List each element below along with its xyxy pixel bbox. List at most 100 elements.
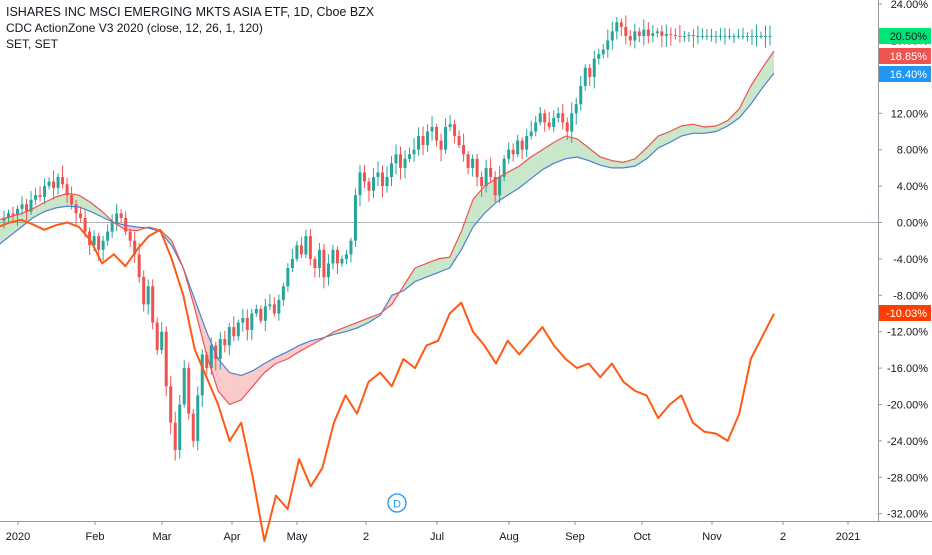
cloud-segment-bull xyxy=(565,136,578,159)
candle-down xyxy=(272,304,276,314)
candle-up xyxy=(583,67,587,86)
candle-down xyxy=(308,236,312,259)
cloud-segment-bull xyxy=(750,67,763,105)
cloud-segment-bull xyxy=(519,156,531,188)
candle-up xyxy=(178,404,182,450)
candle-down xyxy=(547,122,551,127)
candle-up xyxy=(317,249,321,268)
candle-up xyxy=(331,249,335,264)
candle-up xyxy=(498,177,502,196)
candle-up xyxy=(682,35,686,37)
candle-up xyxy=(2,217,6,221)
candle-up xyxy=(754,35,758,37)
candle-down xyxy=(565,122,569,132)
candle-up xyxy=(592,58,596,77)
candle-up xyxy=(146,286,150,305)
price-label-text: 20.50% xyxy=(890,31,928,43)
candle-down xyxy=(232,327,236,337)
candle-down xyxy=(480,177,484,187)
candle-down xyxy=(399,154,403,168)
candle-up xyxy=(597,54,601,59)
candle-down xyxy=(245,318,249,330)
x-tick-label: 2021 xyxy=(836,531,860,543)
candle-up xyxy=(633,31,637,41)
candle-down xyxy=(335,249,339,264)
candle-down xyxy=(119,213,123,218)
candle-down xyxy=(561,113,565,123)
candle-down xyxy=(435,126,439,141)
candle-up xyxy=(101,240,105,250)
candle-up xyxy=(484,167,488,187)
cloud-segment-bull xyxy=(414,263,427,282)
price-label-text: 18.85% xyxy=(890,51,928,63)
candle-down xyxy=(142,277,146,305)
candle-up xyxy=(642,29,646,36)
candle-up xyxy=(763,35,767,37)
compare-label[interactable]: SET, SET xyxy=(6,37,59,51)
candle-down xyxy=(628,35,632,41)
candle-down xyxy=(380,172,384,187)
price-label: -10.03% xyxy=(879,305,931,321)
candle-up xyxy=(601,49,605,55)
x-tick-label: 2 xyxy=(363,531,369,543)
candle-up xyxy=(750,35,754,37)
cloud-segment-bull xyxy=(345,322,358,332)
cloud-segment-bear xyxy=(299,340,311,352)
indicator-label[interactable]: CDC ActionZone V3 2020 (close, 12, 26, 1… xyxy=(6,21,263,35)
candle-up xyxy=(525,136,529,150)
y-tick-label: 8.00% xyxy=(897,145,928,157)
candle-up xyxy=(529,131,533,137)
candle-up xyxy=(34,195,38,200)
cloud-segment-bull xyxy=(762,50,774,88)
candle-down xyxy=(624,26,628,36)
cloud-segment-bear xyxy=(264,357,276,373)
candle-up xyxy=(43,186,47,198)
candle-down xyxy=(466,154,470,168)
price-label-text: 16.40% xyxy=(890,69,928,81)
y-tick-label: 4.00% xyxy=(897,181,928,193)
candle-up xyxy=(759,35,763,37)
x-tick-label: Feb xyxy=(86,531,105,543)
candle-up xyxy=(209,345,213,369)
candle-down xyxy=(169,386,173,423)
candle-up xyxy=(552,117,556,127)
x-tick-label: 2 xyxy=(780,531,786,543)
candle-up xyxy=(538,113,542,123)
candle-up xyxy=(579,86,583,105)
candle-down xyxy=(65,184,69,196)
cloud-segment-bull xyxy=(623,158,636,168)
candle-up xyxy=(7,213,11,218)
y-tick-label: -4.00% xyxy=(893,254,928,266)
candle-up xyxy=(403,158,407,168)
cloud-segment-bull xyxy=(79,195,91,212)
cloud-segment-bull xyxy=(600,156,612,168)
candle-down xyxy=(543,113,547,123)
candle-down xyxy=(38,195,42,198)
cloud-segment-bull xyxy=(461,199,473,250)
candle-up xyxy=(736,35,740,37)
cloud-segment-bull xyxy=(577,138,589,161)
candle-down xyxy=(137,254,141,278)
symbol-title[interactable]: ISHARES INC MSCI EMERGING MKTS ASIA ETF,… xyxy=(6,5,375,19)
candle-up xyxy=(29,199,33,212)
candle-up xyxy=(340,258,344,264)
candle-up xyxy=(358,172,362,196)
candle-down xyxy=(362,172,366,182)
candle-down xyxy=(128,231,132,241)
candle-down xyxy=(205,354,209,369)
cloud-segment-bull xyxy=(588,147,601,166)
candle-up xyxy=(687,35,691,37)
candle-up xyxy=(290,258,294,268)
cloud-segment-bull xyxy=(739,86,751,118)
candle-down xyxy=(489,167,493,177)
set-compare-line xyxy=(0,218,775,542)
candle-up xyxy=(227,327,231,346)
x-tick-label: Sep xyxy=(565,531,585,543)
candle-up xyxy=(115,213,119,223)
price-label-bg xyxy=(879,48,931,64)
dividend-marker[interactable]: D xyxy=(387,493,407,513)
candle-down xyxy=(74,204,78,214)
